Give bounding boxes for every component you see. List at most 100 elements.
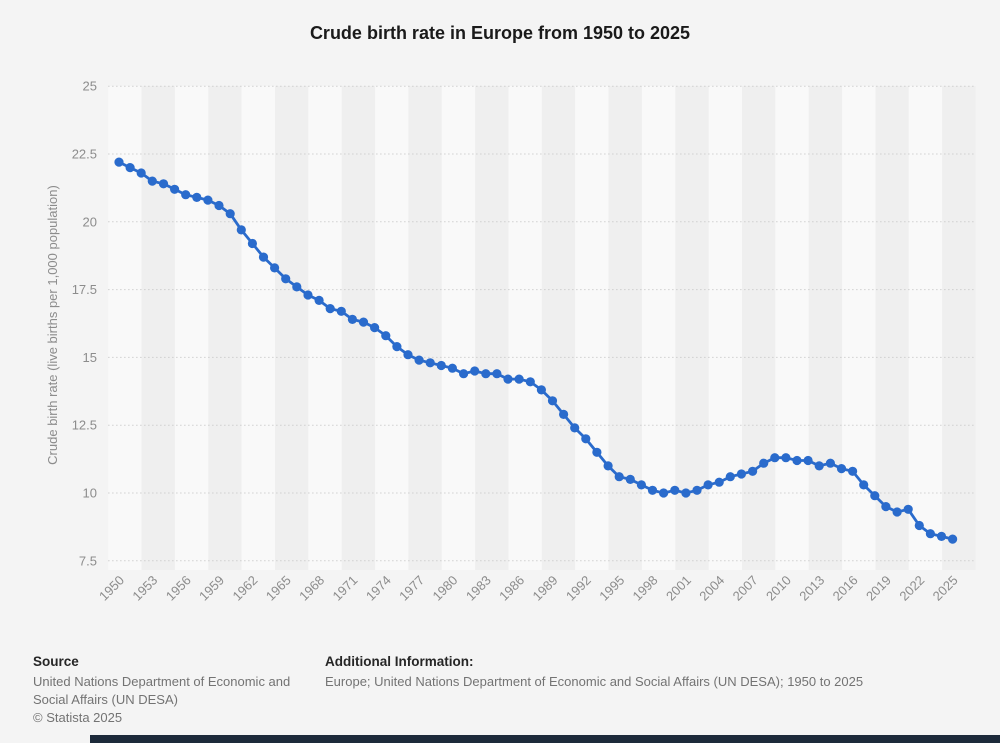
- plot-band: [675, 86, 709, 570]
- data-point[interactable]: [347, 314, 357, 324]
- data-point[interactable]: [914, 520, 924, 531]
- data-point[interactable]: [136, 168, 146, 178]
- data-point[interactable]: [514, 374, 524, 384]
- data-point[interactable]: [859, 480, 869, 490]
- y-tick-label: 20: [83, 214, 97, 229]
- data-point[interactable]: [236, 225, 246, 235]
- data-point[interactable]: [625, 474, 635, 484]
- plot-band: [375, 86, 409, 570]
- data-point[interactable]: [814, 461, 824, 471]
- data-point[interactable]: [281, 274, 291, 284]
- data-point[interactable]: [370, 323, 380, 333]
- data-point[interactable]: [325, 304, 335, 314]
- data-point[interactable]: [903, 504, 913, 514]
- data-point[interactable]: [392, 342, 402, 352]
- data-point[interactable]: [270, 263, 280, 273]
- data-point[interactable]: [303, 290, 313, 300]
- data-point[interactable]: [214, 200, 224, 211]
- data-point[interactable]: [703, 480, 713, 490]
- data-point[interactable]: [803, 455, 813, 466]
- data-point[interactable]: [725, 472, 735, 482]
- data-point[interactable]: [925, 529, 936, 539]
- data-point[interactable]: [948, 534, 958, 544]
- additional-info-heading: Additional Information:: [325, 654, 474, 669]
- data-point[interactable]: [314, 295, 324, 305]
- data-point[interactable]: [892, 507, 902, 517]
- data-point[interactable]: [481, 369, 491, 379]
- data-point[interactable]: [659, 488, 669, 498]
- plot-band: [275, 86, 309, 570]
- y-tick-labels: 25 22.5 20 17.5 15 12.5 10 7.5: [72, 79, 97, 569]
- data-point[interactable]: [447, 363, 457, 373]
- data-point[interactable]: [147, 176, 157, 186]
- data-point[interactable]: [158, 179, 169, 189]
- data-point[interactable]: [559, 409, 569, 419]
- data-point[interactable]: [681, 488, 691, 498]
- plot-band: [842, 86, 876, 570]
- data-point[interactable]: [203, 195, 213, 205]
- data-point[interactable]: [670, 485, 680, 495]
- data-point[interactable]: [492, 369, 502, 379]
- data-point[interactable]: [881, 502, 891, 512]
- data-point[interactable]: [714, 477, 724, 487]
- series-points: [114, 157, 958, 544]
- x-tick-label: 1983: [463, 573, 494, 604]
- data-point[interactable]: [436, 360, 446, 371]
- data-point[interactable]: [536, 385, 547, 395]
- data-point[interactable]: [403, 350, 413, 360]
- data-point[interactable]: [414, 355, 424, 365]
- x-tick-label: 1962: [229, 573, 260, 604]
- data-point[interactable]: [759, 458, 769, 468]
- data-point[interactable]: [292, 282, 302, 292]
- data-point[interactable]: [692, 485, 702, 495]
- data-point[interactable]: [781, 453, 791, 463]
- data-point[interactable]: [636, 480, 647, 490]
- data-point[interactable]: [114, 157, 124, 167]
- y-tick-label: 22.5: [72, 147, 97, 162]
- x-tick-label: 1971: [329, 573, 360, 604]
- chart-title: Crude birth rate in Europe from 1950 to …: [309, 23, 691, 43]
- data-point[interactable]: [870, 491, 880, 501]
- data-point[interactable]: [792, 455, 802, 466]
- data-point[interactable]: [836, 464, 847, 474]
- x-tick-label: 1956: [163, 573, 194, 604]
- data-point[interactable]: [825, 458, 836, 468]
- x-tick-label: 1980: [429, 573, 460, 604]
- data-point[interactable]: [603, 461, 613, 471]
- data-point[interactable]: [525, 377, 535, 387]
- data-point[interactable]: [770, 453, 780, 463]
- data-point[interactable]: [581, 434, 591, 444]
- data-point[interactable]: [381, 331, 391, 341]
- data-point[interactable]: [358, 317, 369, 327]
- plot-band: [775, 86, 809, 570]
- data-point[interactable]: [225, 209, 235, 219]
- plot-band: [642, 86, 676, 570]
- data-point[interactable]: [570, 423, 580, 433]
- data-point[interactable]: [936, 531, 947, 542]
- source-heading: Source: [33, 654, 79, 669]
- data-point[interactable]: [470, 366, 480, 376]
- x-tick-label: 2004: [696, 573, 727, 604]
- data-point[interactable]: [336, 306, 346, 316]
- x-tick-label: 2001: [663, 573, 694, 604]
- data-point[interactable]: [170, 184, 180, 194]
- x-tick-label: 2016: [830, 573, 861, 604]
- data-point[interactable]: [647, 485, 658, 495]
- data-point[interactable]: [503, 374, 513, 384]
- data-point[interactable]: [614, 472, 624, 482]
- data-point[interactable]: [736, 469, 747, 479]
- data-point[interactable]: [125, 163, 135, 173]
- data-point[interactable]: [192, 192, 202, 202]
- data-point[interactable]: [547, 396, 558, 406]
- x-tick-label: 1968: [296, 573, 327, 604]
- data-point[interactable]: [748, 466, 758, 476]
- data-point[interactable]: [247, 238, 257, 249]
- data-point[interactable]: [181, 190, 191, 200]
- data-point[interactable]: [848, 466, 858, 476]
- data-point[interactable]: [459, 369, 469, 379]
- x-tick-label: 1959: [196, 573, 227, 604]
- x-tick-label: 1986: [496, 573, 527, 604]
- data-point[interactable]: [258, 252, 269, 262]
- data-point[interactable]: [592, 447, 602, 457]
- data-point[interactable]: [425, 358, 435, 368]
